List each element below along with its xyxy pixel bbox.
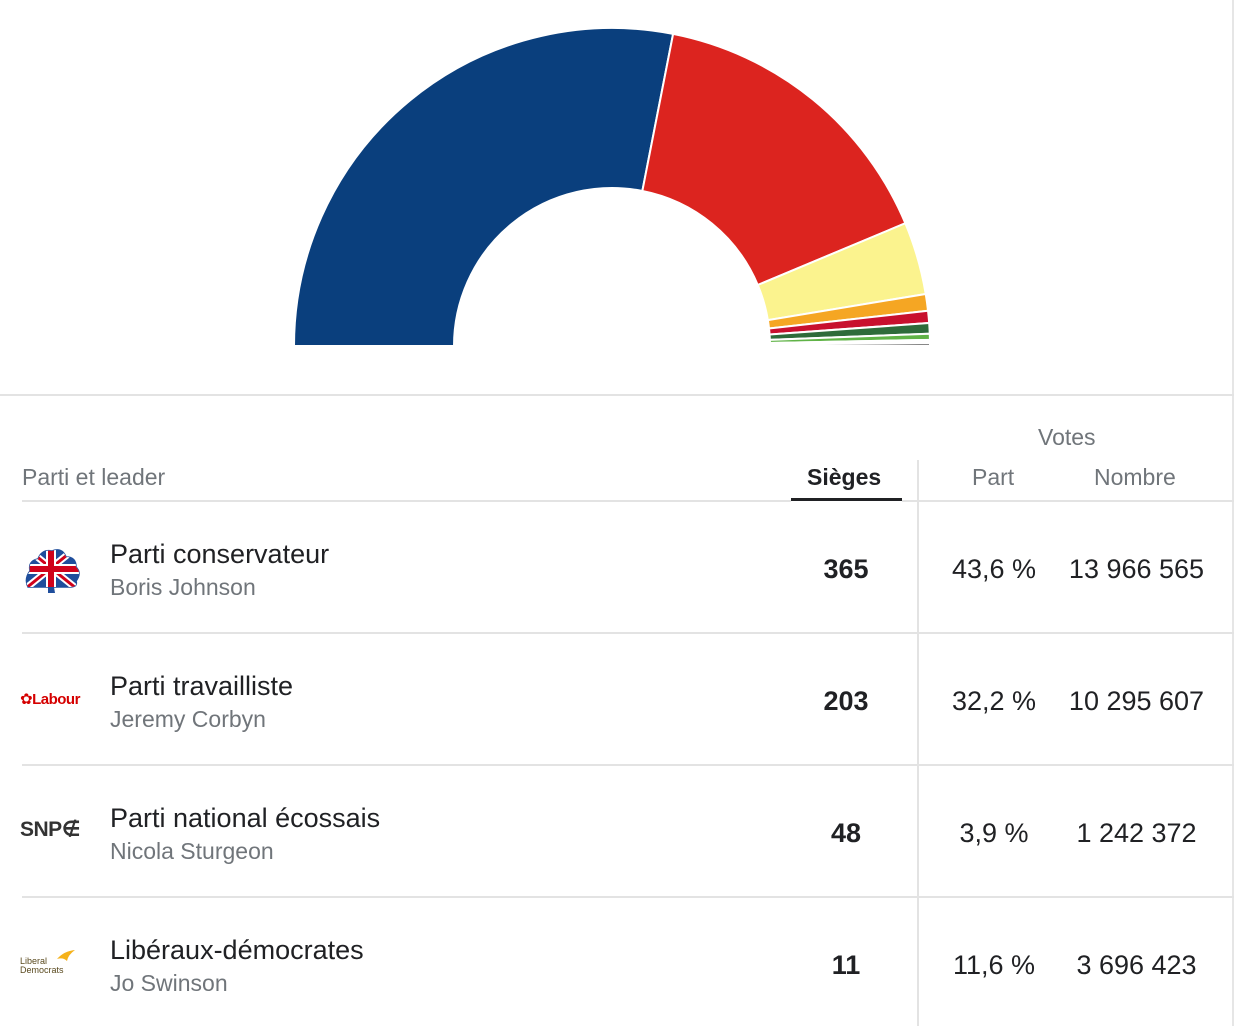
seats-value: 365	[823, 554, 869, 584]
party-leader-header: Parti et leader	[22, 464, 166, 490]
votes-group-header: Votes	[1038, 424, 1096, 450]
party-name[interactable]: Parti travailliste	[110, 671, 294, 701]
row-divider	[22, 632, 1234, 634]
vote-count-value: 1 242 372	[1076, 818, 1197, 848]
snp-loop-icon: ∉	[61, 818, 81, 841]
hemicycle-chart	[292, 27, 932, 347]
rose-icon: ✿	[20, 691, 33, 708]
table-row[interactable]: Parti conservateur Boris Johnson 365 43,…	[0, 502, 1234, 634]
count-column-header[interactable]: Nombre	[1094, 464, 1176, 490]
labour-logo: ✿Labour	[20, 691, 80, 708]
snp-logo: SNP∉	[20, 818, 81, 841]
conservative-logo	[20, 543, 82, 593]
leader-name[interactable]: Jo Swinson	[110, 970, 228, 996]
vote-count-value: 10 295 607	[1068, 686, 1205, 716]
vote-share-value: 43,6 %	[951, 554, 1037, 584]
bird-icon	[57, 950, 75, 961]
seats-value: 203	[823, 686, 869, 716]
row-divider	[22, 896, 1234, 898]
table-row[interactable]: SNP∉ Parti national écossais Nicola Stur…	[0, 766, 1234, 898]
vote-share-value: 32,2 %	[951, 686, 1037, 716]
table-row[interactable]: Liberal Democrats Libéraux-démocrates Jo…	[0, 898, 1234, 1030]
sort-indicator	[791, 498, 902, 501]
leader-name[interactable]: Boris Johnson	[110, 574, 256, 600]
hemicycle-segment-9[interactable]	[768, 341, 932, 347]
seat-chart	[0, 0, 1232, 395]
leader-name[interactable]: Nicola Sturgeon	[110, 838, 274, 864]
header-divider	[902, 500, 1234, 502]
header-divider	[22, 500, 791, 502]
leader-name[interactable]: Jeremy Corbyn	[110, 706, 266, 732]
seats-value: 11	[831, 950, 861, 980]
vote-count-value: 13 966 565	[1068, 554, 1205, 584]
vote-share-value: 11,6 %	[952, 950, 1036, 980]
party-name[interactable]: Libéraux-démocrates	[110, 935, 364, 965]
party-name[interactable]: Parti conservateur	[110, 539, 330, 569]
vote-share-value: 3,9 %	[959, 818, 1029, 848]
party-name[interactable]: Parti national écossais	[110, 803, 381, 833]
hemicycle-segment-0[interactable]	[292, 27, 675, 347]
hemicycle-segment-1[interactable]	[641, 32, 907, 287]
seats-value: 48	[830, 818, 862, 848]
panel-right-border	[1232, 0, 1234, 1026]
table-row[interactable]: ✿Labour Parti travailliste Jeremy Corbyn…	[0, 634, 1234, 766]
chart-divider	[0, 394, 1234, 396]
libdem-logo: Liberal Democrats	[20, 939, 82, 989]
row-divider	[22, 764, 1234, 766]
vote-count-value: 3 696 423	[1076, 950, 1197, 980]
share-column-header[interactable]: Part	[972, 464, 1015, 490]
votes-column-divider	[917, 460, 919, 1026]
seats-column-header[interactable]: Sièges	[807, 464, 882, 490]
